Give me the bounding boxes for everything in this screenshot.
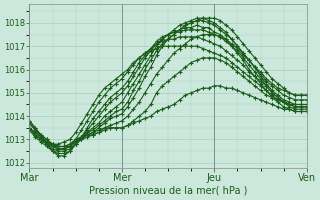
X-axis label: Pression niveau de la mer( hPa ): Pression niveau de la mer( hPa ) xyxy=(89,186,247,196)
